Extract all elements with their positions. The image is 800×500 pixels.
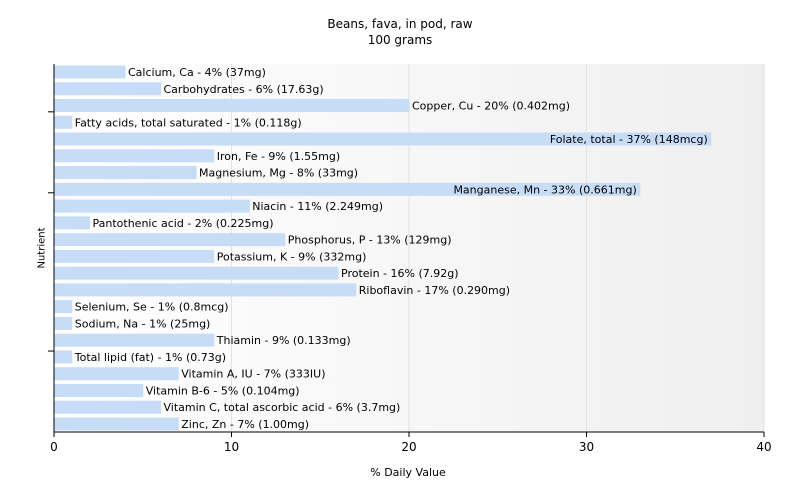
bar-label: Phosphorus, P - 13% (129mg) xyxy=(288,234,452,247)
bar-label: Riboflavin - 17% (0.290mg) xyxy=(359,284,510,297)
bar-label: Carbohydrates - 6% (17.63g) xyxy=(164,83,324,96)
bar xyxy=(54,417,179,431)
bar xyxy=(54,249,215,263)
bar xyxy=(54,199,250,213)
bar xyxy=(54,400,161,414)
x-tick-label: 30 xyxy=(579,440,594,454)
chart-title: Beans, fava, in pod, raw xyxy=(327,17,473,31)
bar xyxy=(54,82,161,96)
chart-subtitle: 100 grams xyxy=(367,33,433,47)
bar xyxy=(54,367,179,381)
bar-label: Vitamin A, IU - 7% (333IU) xyxy=(181,368,325,381)
x-tick-label: 40 xyxy=(756,440,771,454)
bar xyxy=(54,383,144,397)
y-axis-label: Nutrient xyxy=(36,227,48,269)
x-tick-label: 10 xyxy=(224,440,239,454)
bar-label: Magnesium, Mg - 8% (33mg) xyxy=(199,167,358,180)
bar-label: Selenium, Se - 1% (0.8mcg) xyxy=(75,301,229,314)
bar xyxy=(54,316,73,330)
bar-label: Protein - 16% (7.92g) xyxy=(341,267,459,280)
x-tick-label: 0 xyxy=(50,440,58,454)
bar xyxy=(54,300,73,314)
bar xyxy=(54,166,197,180)
bar-label: Vitamin C, total ascorbic acid - 6% (3.7… xyxy=(164,401,401,414)
bar-label: Pantothenic acid - 2% (0.225mg) xyxy=(93,217,274,230)
bar-label: Thiamin - 9% (0.133mg) xyxy=(216,334,351,347)
bar-label: Zinc, Zn - 7% (1.00mg) xyxy=(181,418,309,431)
bar-label: Niacin - 11% (2.249mg) xyxy=(252,200,383,213)
bar-label: Fatty acids, total saturated - 1% (0.118… xyxy=(75,116,302,129)
bar xyxy=(54,266,339,280)
bar xyxy=(54,233,286,247)
bar xyxy=(54,283,357,297)
bar-label: Total lipid (fat) - 1% (0.73g) xyxy=(74,351,226,364)
bar xyxy=(54,65,126,79)
bar xyxy=(54,333,215,347)
x-axis-label: % Daily Value xyxy=(370,466,446,479)
bar-label: Manganese, Mn - 33% (0.661mg) xyxy=(453,183,636,196)
bar xyxy=(54,350,73,364)
bar-label: Potassium, K - 9% (332mg) xyxy=(217,250,367,263)
bar-label: Sodium, Na - 1% (25mg) xyxy=(75,317,211,330)
bar xyxy=(54,216,90,230)
bar-label: Iron, Fe - 9% (1.55mg) xyxy=(217,150,340,163)
bar xyxy=(54,99,410,113)
bar-label: Calcium, Ca - 4% (37mg) xyxy=(128,66,266,79)
bar xyxy=(54,149,215,163)
bar xyxy=(54,115,73,129)
bar-label: Copper, Cu - 20% (0.402mg) xyxy=(412,100,570,113)
bar-label: Vitamin B-6 - 5% (0.104mg) xyxy=(146,384,300,397)
bar xyxy=(54,182,641,196)
x-tick-label: 20 xyxy=(401,440,416,454)
bar-label: Folate, total - 37% (148mcg) xyxy=(550,133,708,146)
bar xyxy=(54,132,712,146)
